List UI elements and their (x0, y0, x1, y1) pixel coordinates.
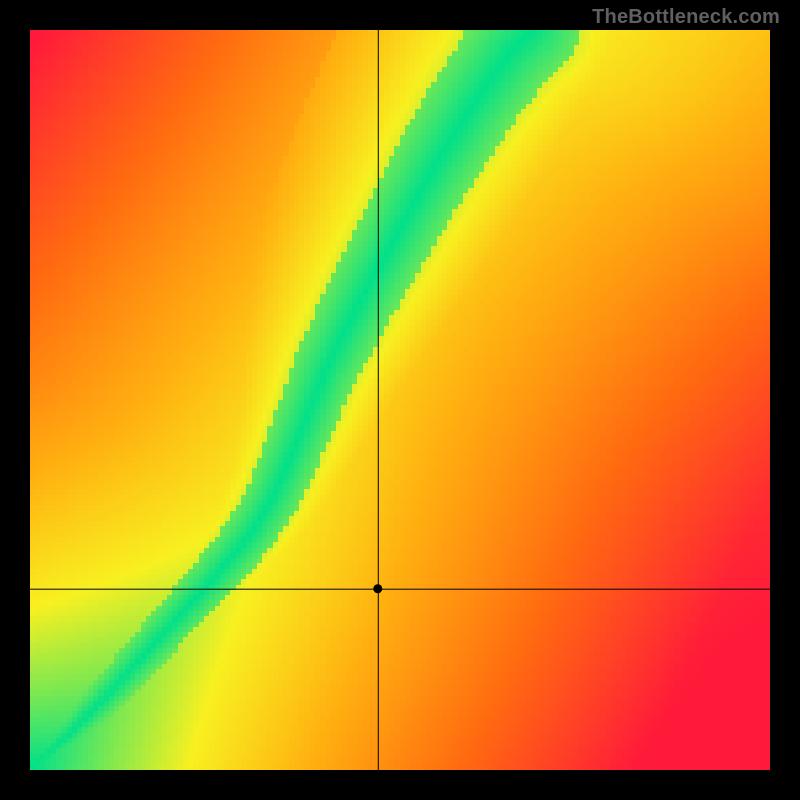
bottleneck-heatmap (30, 30, 770, 770)
chart-container: TheBottleneck.com (0, 0, 800, 800)
watermark-text: TheBottleneck.com (592, 6, 780, 29)
